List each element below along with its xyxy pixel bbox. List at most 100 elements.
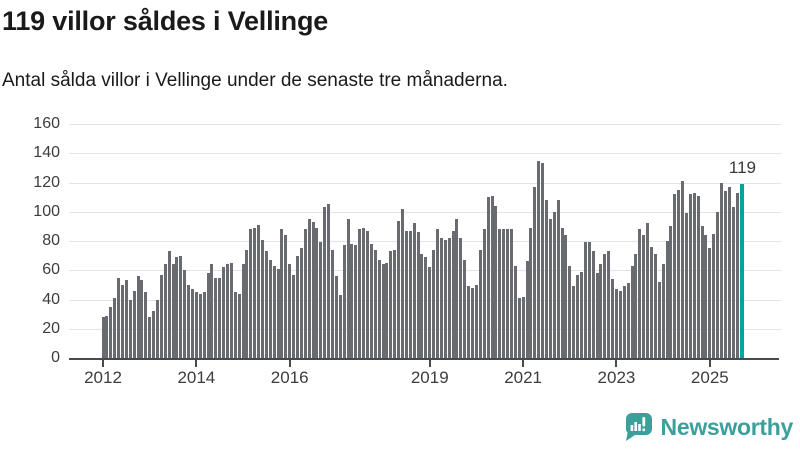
newsworthy-logo-icon — [625, 412, 652, 441]
data-bar — [525, 261, 529, 358]
data-bar — [338, 295, 342, 358]
y-gridline — [69, 153, 781, 155]
data-bar — [716, 211, 720, 358]
data-bar — [731, 207, 735, 358]
data-bar — [428, 267, 432, 358]
y-axis-label: 20 — [42, 319, 60, 337]
data-bar — [237, 293, 241, 358]
newsworthy-logo[interactable]: Newsworthy — [625, 412, 794, 442]
data-bar — [486, 197, 490, 358]
data-bar — [653, 254, 657, 358]
data-bar — [404, 230, 408, 358]
data-bar — [576, 274, 580, 358]
data-bar — [657, 281, 661, 358]
data-bar — [661, 264, 665, 358]
y-axis-label: 140 — [33, 144, 60, 162]
data-bar — [187, 284, 191, 358]
data-bar — [646, 223, 650, 358]
data-bar — [369, 243, 373, 358]
data-bar — [132, 290, 136, 358]
y-axis-label: 60 — [42, 261, 60, 279]
data-bar — [381, 264, 385, 358]
data-bar — [603, 254, 607, 358]
data-bar — [467, 286, 471, 358]
newsworthy-logo-text: Newsworthy — [660, 413, 794, 440]
data-bar — [245, 249, 249, 358]
data-bar — [447, 238, 451, 358]
data-bar — [190, 289, 194, 358]
data-bar — [513, 265, 517, 358]
y-axis-label: 40 — [42, 290, 60, 308]
data-bar — [696, 195, 700, 358]
data-bar — [463, 260, 467, 358]
data-bar — [284, 235, 288, 358]
data-bar — [552, 211, 556, 358]
data-bar — [299, 248, 303, 358]
data-bar — [233, 292, 237, 358]
y-gridline — [69, 124, 781, 125]
data-bar — [595, 273, 599, 358]
data-bar — [303, 229, 307, 358]
y-gridline — [69, 241, 781, 242]
data-bar — [183, 270, 187, 358]
data-bar — [416, 232, 420, 358]
data-bar — [225, 264, 229, 358]
data-bar — [222, 267, 226, 358]
data-bar — [401, 208, 405, 358]
data-bar — [152, 311, 156, 358]
y-axis-label: 160 — [33, 115, 60, 132]
y-axis-label: 0 — [51, 349, 60, 366]
data-bar — [206, 273, 210, 358]
data-bar — [420, 254, 424, 358]
data-bar — [202, 292, 206, 358]
data-bar — [544, 200, 548, 358]
data-bar — [727, 186, 731, 358]
x-axis-label: 2019 — [410, 368, 449, 387]
data-bar — [638, 229, 642, 358]
data-bar — [712, 233, 716, 358]
data-bar — [210, 264, 214, 358]
data-bar — [144, 292, 148, 358]
data-bar — [346, 219, 350, 358]
data-bar — [618, 290, 622, 358]
data-bar — [735, 192, 739, 358]
data-bar — [272, 265, 276, 358]
x-axis-tick — [708, 358, 711, 367]
data-bar — [439, 238, 443, 358]
data-bar — [249, 229, 253, 358]
data-bar — [723, 191, 727, 358]
data-bar — [350, 243, 354, 358]
data-bar — [478, 249, 482, 358]
data-bar — [264, 251, 268, 358]
data-bar — [482, 229, 486, 358]
y-axis-label: 80 — [42, 232, 60, 249]
data-bar — [572, 286, 576, 358]
data-bar — [117, 277, 121, 358]
data-bar — [692, 192, 696, 358]
data-bar — [564, 235, 568, 358]
last-value-label: 119 — [728, 157, 756, 177]
y-gridline — [69, 211, 781, 213]
data-bar — [700, 226, 704, 358]
data-bar — [358, 229, 362, 358]
data-bar — [412, 223, 416, 358]
data-bar — [342, 245, 346, 358]
data-bar — [490, 195, 494, 358]
data-bar — [579, 271, 583, 358]
chart-subtitle: Antal sålda villor i Vellinge under de s… — [2, 70, 508, 91]
highlight-bar — [740, 183, 745, 358]
data-bar — [331, 249, 334, 358]
data-bar — [541, 163, 545, 358]
data-bar — [253, 227, 257, 358]
data-bar — [288, 264, 292, 358]
data-bar — [560, 227, 564, 358]
data-bar — [583, 242, 587, 358]
data-bar — [229, 262, 233, 358]
data-bar — [568, 265, 572, 358]
data-bar — [366, 230, 370, 358]
data-bar — [128, 299, 132, 358]
data-bar — [171, 264, 175, 358]
data-bar — [451, 230, 455, 358]
data-bar — [614, 289, 618, 358]
data-bar — [649, 246, 653, 358]
